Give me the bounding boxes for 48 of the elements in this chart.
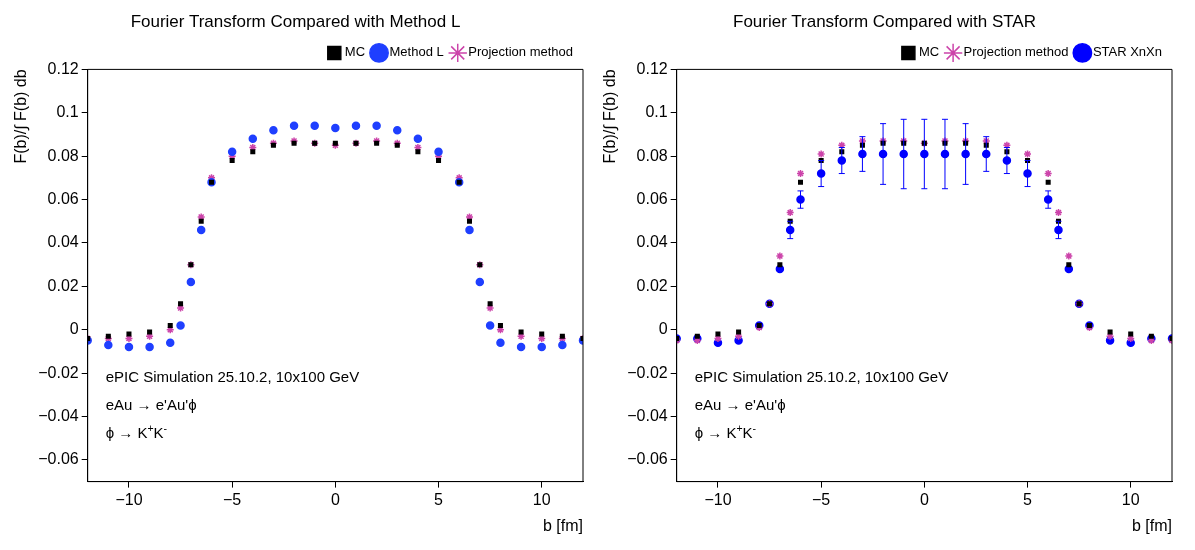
y-axis-title: F(b)/∫ F(b) db: [601, 69, 620, 164]
y-tick-label: −0.06: [627, 450, 668, 468]
x-tick-label: −10: [704, 490, 732, 508]
y-tick-label: 0.12: [47, 59, 79, 77]
x-tick-label: 5: [434, 490, 444, 508]
y-tick-label: −0.04: [627, 406, 668, 424]
legend-label: Method L: [389, 44, 444, 60]
annotation: ePIC Simulation 25.10.2, 10x100 GeV: [694, 367, 949, 385]
y-tick-label: −0.02: [38, 363, 79, 381]
annotation: ϕ → K+K-: [694, 421, 757, 441]
annotation: ePIC Simulation 25.10.2, 10x100 GeV: [105, 367, 360, 385]
y-tick-label: 0.1: [56, 103, 79, 121]
y-tick-label: 0.08: [47, 146, 79, 164]
legend-label: Projection method: [468, 44, 573, 60]
y-tick-label: −0.02: [627, 363, 668, 381]
chart-title: Fourier Transform Compared with Method L: [130, 11, 461, 31]
y-tick-label: 0.06: [47, 189, 79, 207]
y-tick-label: 0: [658, 320, 668, 338]
y-tick-label: −0.06: [38, 450, 79, 468]
y-tick-label: 0.06: [636, 189, 668, 207]
x-tick-label: 10: [532, 490, 551, 508]
x-tick-label: −5: [812, 490, 831, 508]
y-tick-label: 0: [69, 320, 79, 338]
annotation: eAu → e'Au'ϕ: [694, 395, 786, 413]
y-tick-label: 0.04: [47, 233, 79, 251]
y-tick-label: 0.12: [636, 59, 668, 77]
x-tick-label: 0: [330, 490, 340, 508]
y-tick-label: 0.1: [645, 103, 668, 121]
y-tick-label: −0.04: [38, 406, 79, 424]
legend-label: MC: [344, 44, 366, 60]
annotation: ϕ → K+K-: [105, 421, 168, 441]
y-tick-label: 0.08: [636, 146, 668, 164]
x-tick-label: 0: [919, 490, 929, 508]
legend-label: STAR XnXn: [1092, 44, 1163, 60]
y-tick-label: 0.02: [636, 276, 668, 294]
legend-label: Projection method: [963, 44, 1069, 60]
x-axis-title: b [fm]: [542, 516, 583, 534]
x-tick-label: 5: [1023, 490, 1033, 508]
y-tick-label: 0.02: [47, 276, 79, 294]
x-tick-label: −10: [115, 490, 143, 508]
legend-label: MC: [918, 44, 940, 60]
x-axis-title: b [fm]: [1131, 516, 1172, 534]
annotation: eAu → e'Au'ϕ: [105, 395, 197, 413]
y-tick-label: 0.04: [636, 233, 668, 251]
chart-title: Fourier Transform Compared with STAR: [733, 11, 1036, 31]
x-tick-label: −5: [223, 490, 242, 508]
y-axis-title: F(b)/∫ F(b) db: [12, 69, 31, 164]
x-tick-label: 10: [1121, 490, 1140, 508]
